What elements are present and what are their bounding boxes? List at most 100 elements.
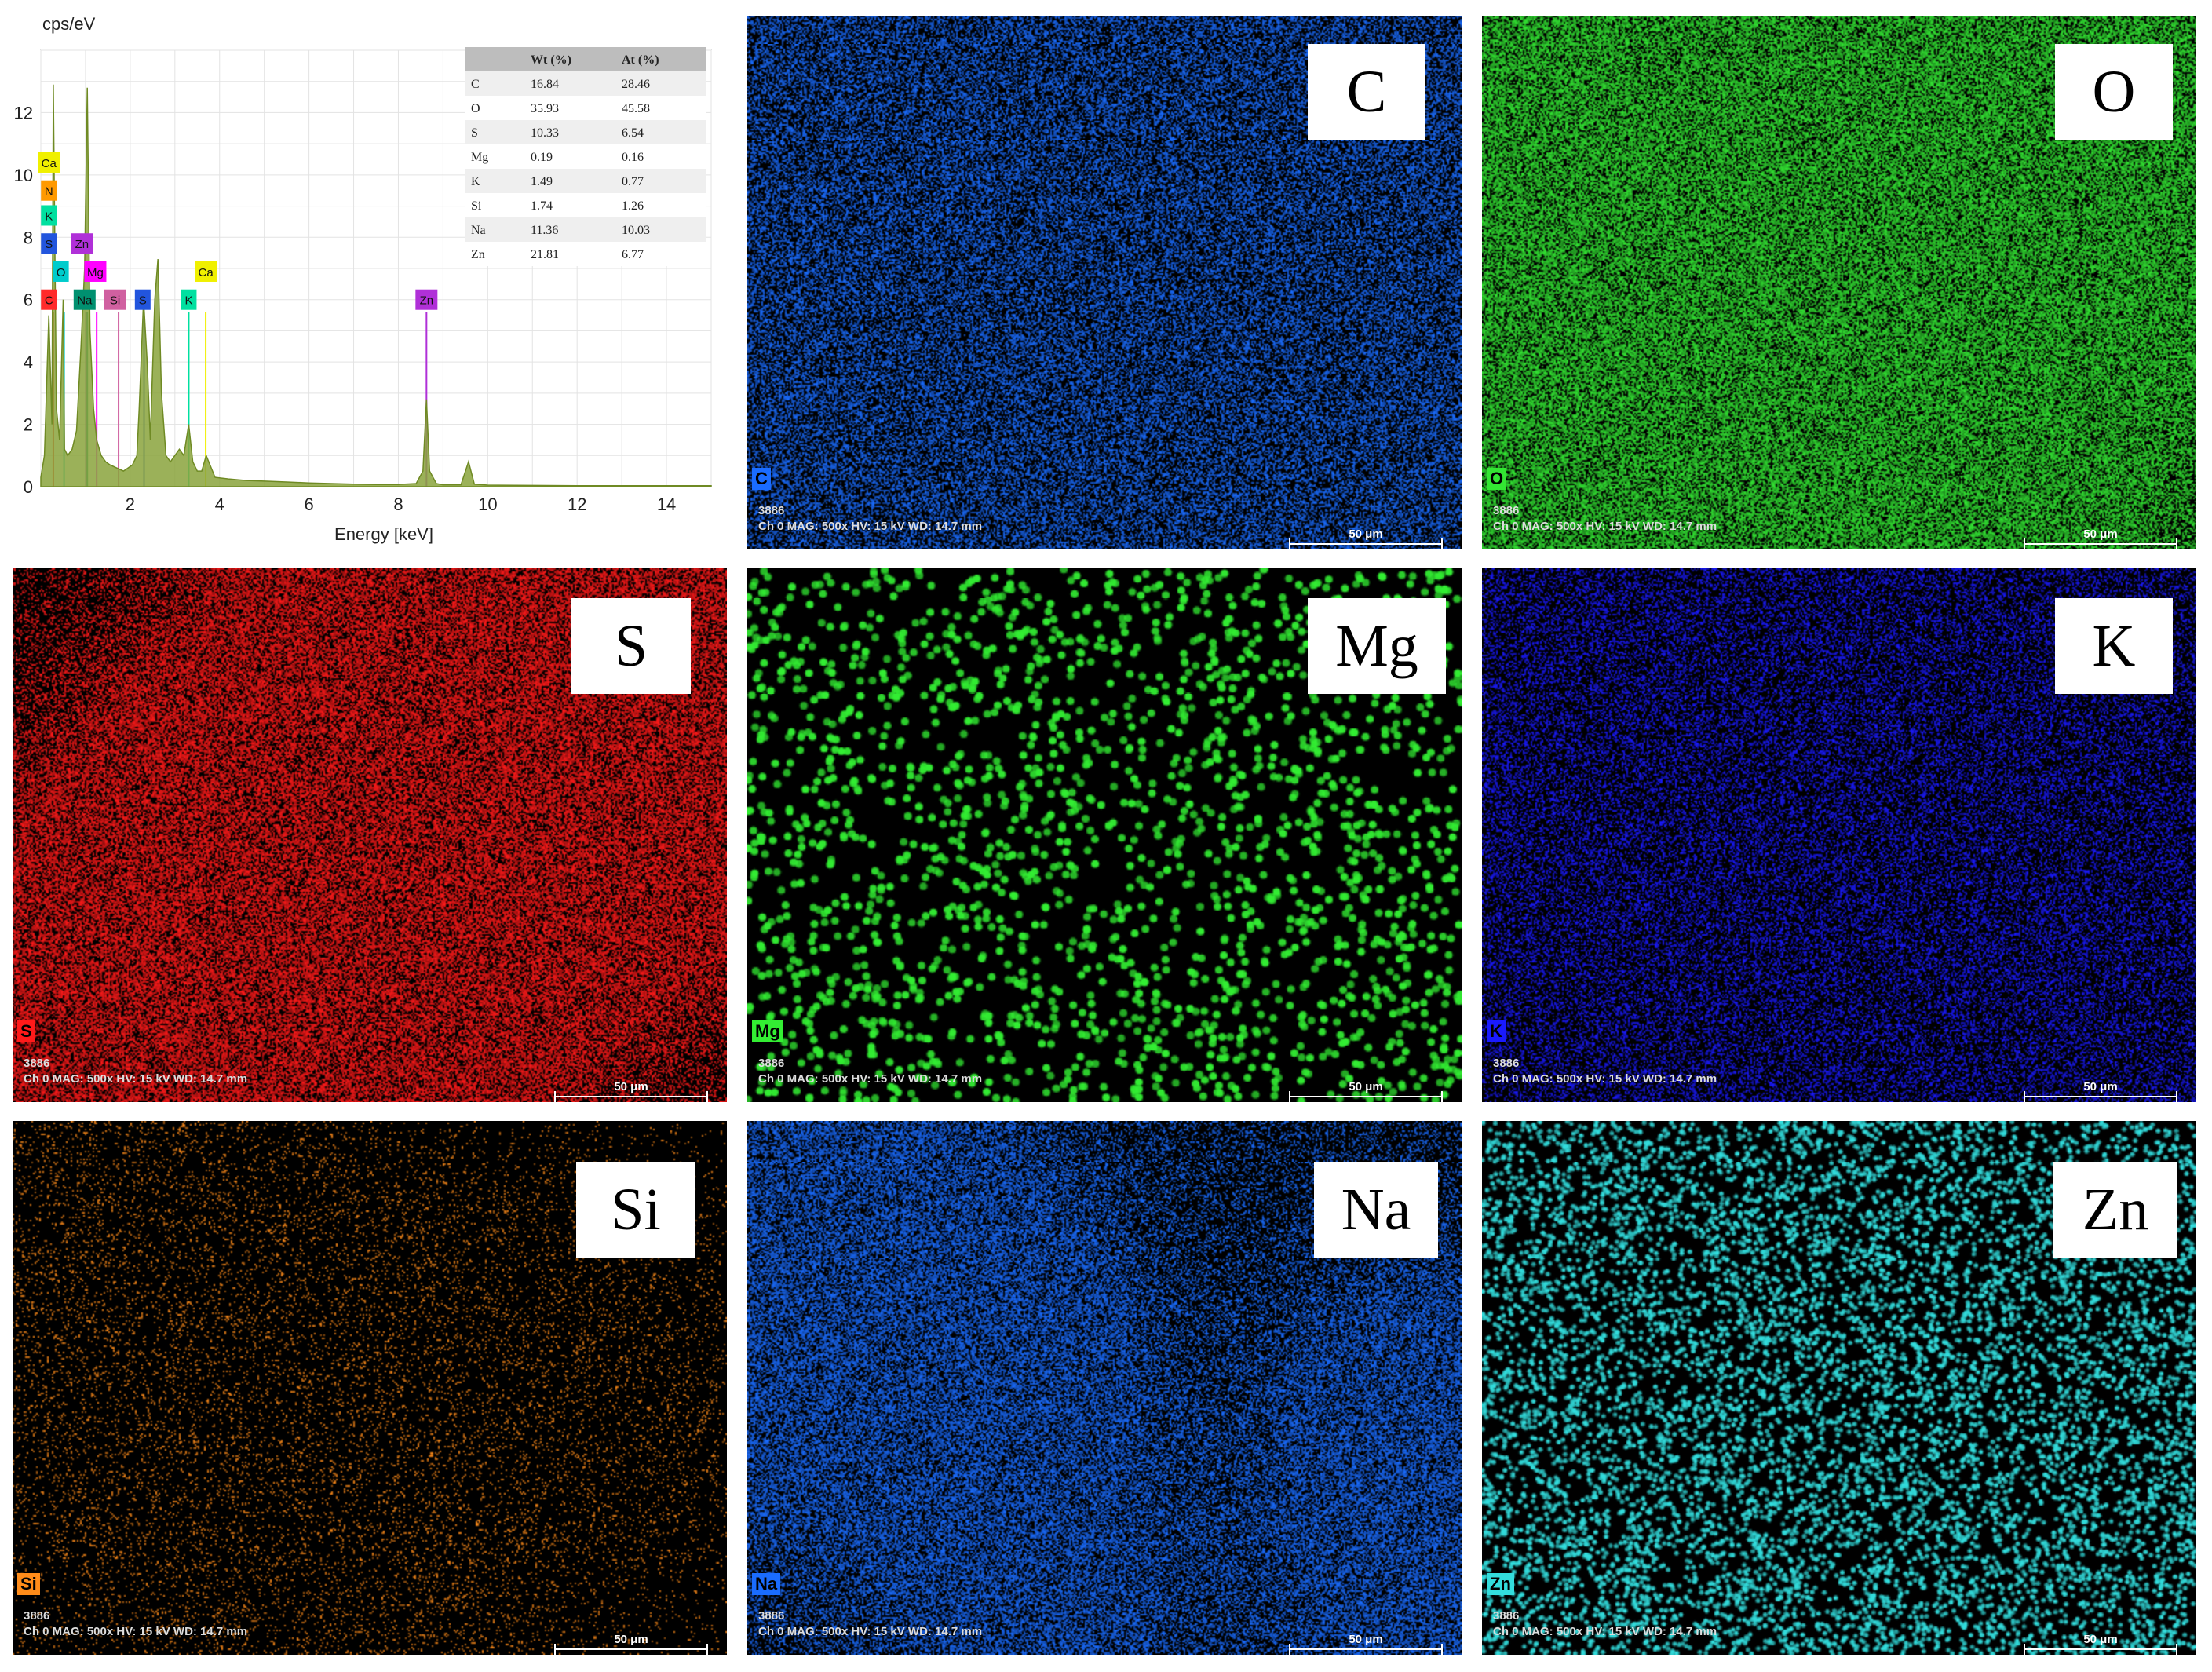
- map-panel-c: C C 3886 Ch 0 MAG: 500x HV: 15 kV WD: 14…: [747, 16, 1462, 549]
- peak-label: N: [45, 185, 53, 199]
- peak-label: Si: [110, 294, 120, 308]
- peak-label: Mg: [87, 266, 104, 279]
- y-tick-label: 4: [24, 352, 33, 372]
- table-cell: 10.33: [531, 126, 559, 140]
- x-tick-label: 6: [304, 495, 313, 514]
- table-cell: 45.58: [622, 102, 650, 115]
- table-cell: S: [471, 126, 478, 140]
- table-header-bg: [465, 47, 706, 71]
- scale-bar-label: 50 μm: [2083, 1633, 2118, 1646]
- eds-spectrum-panel: 0 2 4 6 8 10 12 2 4 6 8 10 12 14 cps/eV Energy [keV] C O Z…: [0, 0, 730, 560]
- peak-label: C: [45, 294, 53, 308]
- element-label-o: O: [2055, 44, 2173, 140]
- table-cell: K: [471, 175, 480, 188]
- table-row-bg: [465, 120, 706, 144]
- corner-label-mg: Mg: [752, 1020, 783, 1042]
- table-cell: 21.81: [531, 248, 559, 261]
- scale-bar-label: 50 μm: [2083, 1080, 2118, 1093]
- table-cell: 10.03: [622, 224, 650, 237]
- y-tick-label: 8: [24, 228, 33, 247]
- table-cell: 1.49: [531, 175, 553, 188]
- element-label-zn: Zn: [2053, 1162, 2177, 1258]
- peak-label-bg: [41, 289, 57, 310]
- scale-bar: [1289, 538, 1443, 549]
- image-number: 3886: [758, 1057, 785, 1070]
- peak-label-bg: [73, 289, 96, 310]
- table-cell: 28.46: [622, 78, 650, 91]
- element-label-c: C: [1308, 44, 1425, 140]
- x-axis-title: Energy [keV]: [334, 524, 433, 544]
- element-label-na: Na: [1314, 1162, 1438, 1258]
- peak-label-bg: [41, 205, 57, 226]
- scale-bar: [554, 1644, 708, 1655]
- peak-label-bg: [134, 289, 151, 310]
- corner-label-k: K: [1487, 1020, 1506, 1042]
- table-cell: 1.26: [622, 199, 644, 213]
- table-row-bg: [465, 193, 706, 217]
- x-tick-label: 4: [215, 495, 224, 514]
- image-number: 3886: [758, 1609, 785, 1623]
- table-row-bg: [465, 217, 706, 242]
- peak-label: S: [139, 294, 147, 308]
- element-label-s: S: [571, 598, 691, 694]
- acquisition-info: Ch 0 MAG: 500x HV: 15 kV WD: 14.7 mm: [24, 1072, 248, 1086]
- table-header-cell: Wt (%): [531, 53, 571, 67]
- peak-label-bg: [41, 233, 57, 254]
- element-label-mg: Mg: [1308, 598, 1446, 694]
- corner-label-na: Na: [752, 1573, 781, 1595]
- acquisition-info: Ch 0 MAG: 500x HV: 15 kV WD: 14.7 mm: [758, 520, 983, 533]
- table-header-cell: At (%): [622, 53, 659, 67]
- map-panel-zn: Zn Zn 3886 Ch 0 MAG: 500x HV: 15 kV WD: …: [1482, 1121, 2196, 1655]
- scale-bar: [554, 1091, 708, 1102]
- y-tick-label: 10: [14, 166, 33, 185]
- map-panel-o: O O 3886 Ch 0 MAG: 500x HV: 15 kV WD: 14…: [1482, 16, 2196, 549]
- table-cell: 11.36: [531, 224, 558, 237]
- table-cell: 6.77: [622, 248, 644, 261]
- peak-label: Ca: [42, 157, 57, 170]
- table-row-bg: [465, 169, 706, 193]
- peak-label: Ca: [198, 266, 214, 279]
- table-cell: 0.19: [531, 151, 553, 164]
- table-cell: 0.77: [622, 175, 644, 188]
- map-panel-si: Si Si 3886 Ch 0 MAG: 500x HV: 15 kV WD: …: [13, 1121, 727, 1655]
- corner-label-si: Si: [17, 1573, 40, 1595]
- table-cell: 0.16: [622, 151, 644, 164]
- scale-bar-label: 50 μm: [614, 1080, 648, 1093]
- corner-label-zn: Zn: [1487, 1573, 1514, 1595]
- acquisition-info: Ch 0 MAG: 500x HV: 15 kV WD: 14.7 mm: [1493, 1072, 1717, 1086]
- table-cell: 6.54: [622, 126, 644, 140]
- x-tick-label: 12: [568, 495, 586, 514]
- acquisition-info: Ch 0 MAG: 500x HV: 15 kV WD: 14.7 mm: [758, 1072, 983, 1086]
- y-tick-label: 6: [24, 290, 33, 310]
- scale-bar-label: 50 μm: [1349, 1080, 1383, 1093]
- table-cell: C: [471, 78, 480, 91]
- peak-label: O: [57, 266, 66, 279]
- scale-bar-label: 50 μm: [2083, 528, 2118, 541]
- scale-bar-label: 50 μm: [1349, 1633, 1383, 1646]
- image-number: 3886: [1493, 1609, 1520, 1623]
- image-number: 3886: [1493, 1057, 1520, 1070]
- x-tick-label: 2: [126, 495, 135, 514]
- peak-label-bg: [71, 233, 93, 254]
- scale-bar: [1289, 1644, 1443, 1655]
- map-panel-s: S S 3886 Ch 0 MAG: 500x HV: 15 kV WD: 14…: [13, 568, 727, 1102]
- y-tick-label: 2: [24, 415, 33, 435]
- peak-label-bg: [38, 152, 60, 173]
- peak-label-bg: [104, 289, 126, 310]
- acquisition-info: Ch 0 MAG: 500x HV: 15 kV WD: 14.7 mm: [758, 1625, 983, 1638]
- x-tick-label: 8: [393, 495, 403, 514]
- peak-label: K: [184, 294, 192, 308]
- table-cell: 1.74: [531, 199, 553, 213]
- corner-label-o: O: [1487, 468, 1507, 490]
- y-axis-title: cps/eV: [42, 14, 96, 34]
- peak-label: Zn: [420, 294, 434, 308]
- image-number: 3886: [1493, 504, 1520, 517]
- scale-bar: [2024, 1091, 2177, 1102]
- table-cell: Mg: [471, 151, 488, 164]
- peak-label-bg: [84, 261, 107, 282]
- map-panel-mg: Mg Mg 3886 Ch 0 MAG: 500x HV: 15 kV WD: …: [747, 568, 1462, 1102]
- table-cell: 16.84: [531, 78, 559, 91]
- peak-label-bg: [41, 180, 57, 201]
- peak-label: Zn: [75, 238, 89, 251]
